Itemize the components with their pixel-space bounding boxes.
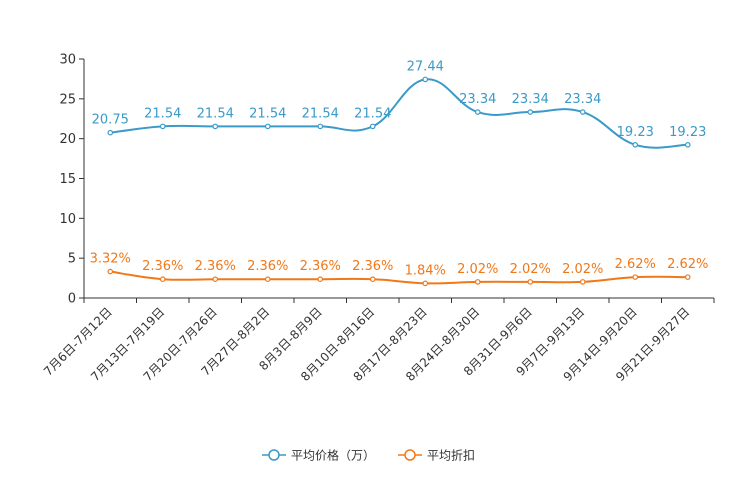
data-point xyxy=(107,268,114,275)
data-point xyxy=(264,276,271,282)
legend-circle-icon xyxy=(268,449,280,461)
data-point xyxy=(159,123,166,130)
data-point xyxy=(474,109,481,115)
data-label: 2.36% xyxy=(300,259,341,274)
y-tick-label: 20 xyxy=(59,132,76,147)
data-point xyxy=(527,279,534,285)
data-point xyxy=(317,123,324,130)
series-points xyxy=(107,76,691,287)
data-point xyxy=(474,279,481,285)
data-label: 2.36% xyxy=(142,259,183,274)
y-tick-label: 25 xyxy=(59,92,76,107)
data-label: 2.62% xyxy=(615,257,656,272)
data-label: 1.84% xyxy=(405,263,446,278)
data-label: 21.54 xyxy=(302,106,339,121)
legend-item[interactable]: 平均价格（万） xyxy=(262,448,375,463)
data-label: 2.36% xyxy=(195,259,236,274)
y-tick-label: 5 xyxy=(68,252,76,267)
y-tick-label: 30 xyxy=(59,53,76,68)
y-tick-label: 0 xyxy=(68,292,76,307)
data-point xyxy=(579,279,586,285)
series-line-1 xyxy=(110,270,688,285)
data-label: 2.36% xyxy=(247,259,288,274)
data-point xyxy=(422,76,429,83)
data-label: 21.54 xyxy=(249,106,286,121)
data-point xyxy=(212,123,219,130)
data-label: 2.36% xyxy=(352,259,393,274)
data-labels: 20.75 21.54 21.54 21.54 21.54 21.54 27.44 23.34… xyxy=(90,59,709,278)
y-tick-label: 10 xyxy=(59,212,76,227)
data-label: 20.75 xyxy=(92,113,129,128)
data-point xyxy=(422,280,429,287)
legend[interactable]: 平均价格（万） 平均折扣 xyxy=(262,448,475,463)
data-point xyxy=(527,109,534,115)
data-label: 23.34 xyxy=(564,92,601,107)
y-tick-label: 15 xyxy=(59,172,76,187)
data-point xyxy=(579,109,586,115)
data-label: 21.54 xyxy=(354,106,391,121)
data-point xyxy=(369,123,376,130)
data-label: 19.23 xyxy=(669,125,706,140)
y-axis-ticks: 0 5 10 15 20 25 30 xyxy=(59,53,84,307)
data-label: 27.44 xyxy=(407,59,444,74)
data-point xyxy=(107,129,114,136)
data-point xyxy=(632,274,639,280)
data-point xyxy=(212,276,219,282)
data-label: 2.02% xyxy=(562,262,603,277)
data-label: 19.23 xyxy=(617,125,654,140)
data-label: 23.34 xyxy=(512,92,549,107)
data-point xyxy=(317,276,324,282)
data-label: 23.34 xyxy=(459,92,496,107)
data-point xyxy=(632,142,639,148)
data-point xyxy=(684,142,691,148)
data-point xyxy=(264,123,271,130)
data-point xyxy=(369,276,376,282)
data-label: 2.02% xyxy=(457,262,498,277)
data-label: 2.62% xyxy=(667,257,708,272)
legend-label: 平均折扣 xyxy=(427,448,475,463)
legend-item[interactable]: 平均折扣 xyxy=(398,448,475,463)
x-axis-ticks: 7月6日-7月12日7月13日-7月19日7月20日-7月26日7月27日-8月… xyxy=(41,298,715,384)
legend-label: 平均价格（万） xyxy=(291,448,375,463)
legend-circle-icon xyxy=(404,449,416,461)
data-label: 21.54 xyxy=(197,106,234,121)
data-point xyxy=(159,276,166,282)
data-label: 21.54 xyxy=(144,106,181,121)
data-label: 3.32% xyxy=(90,252,131,267)
data-point xyxy=(684,274,691,280)
data-label: 2.02% xyxy=(510,262,551,277)
